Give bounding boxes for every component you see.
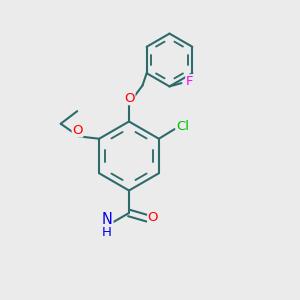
Text: O: O (72, 124, 83, 137)
Text: O: O (148, 211, 158, 224)
Text: F: F (186, 75, 194, 88)
Text: O: O (124, 92, 135, 105)
Text: Cl: Cl (176, 120, 189, 133)
Text: N: N (102, 212, 113, 227)
Text: H: H (102, 226, 112, 239)
